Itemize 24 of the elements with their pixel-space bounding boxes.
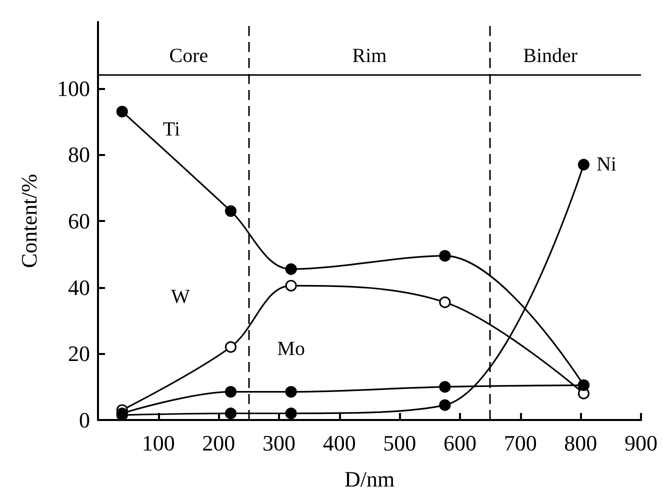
- y-tick-label: 80: [68, 142, 90, 168]
- text: W: [171, 286, 190, 308]
- series-label: Ti: [162, 118, 180, 141]
- y-tick-label: 20: [68, 341, 90, 366]
- annotation: Rim: [352, 44, 388, 67]
- x-tick-label: 800: [564, 430, 598, 456]
- x-tick-label: 600: [444, 430, 476, 456]
- series-label: Mo: [277, 338, 305, 360]
- annotation: Binder: [523, 44, 578, 67]
- x-tick-label: 400: [322, 430, 356, 456]
- x-tick-label: 500: [383, 430, 416, 456]
- y-tick-label: 40: [68, 274, 90, 300]
- x-axis-title: D/nm: [344, 466, 395, 492]
- x-tick-label: 100: [142, 430, 175, 456]
- annotation: Core: [169, 44, 208, 67]
- x-tick-label: 200: [202, 430, 236, 456]
- x-tick-label: 700: [504, 430, 537, 456]
- x-tick-label: 900: [624, 430, 658, 456]
- y-axis-title: Content/%: [16, 174, 42, 268]
- series-label: Ni: [596, 154, 617, 176]
- y-tick-label: 100: [57, 76, 90, 101]
- y-tick-label: 0: [79, 408, 90, 432]
- x-tick-label: 300: [262, 430, 296, 456]
- y-tick-label: 60: [68, 208, 90, 234]
